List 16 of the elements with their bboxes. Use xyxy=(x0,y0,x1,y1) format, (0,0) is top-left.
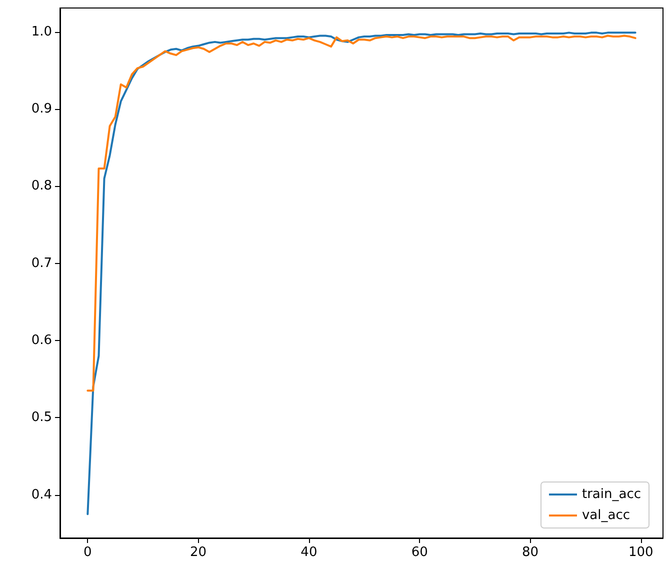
legend-label: train_acc xyxy=(582,487,642,502)
x-tick-label: 20 xyxy=(190,545,207,560)
x-tick-label: 100 xyxy=(628,545,654,560)
y-tick-label: 0.5 xyxy=(31,410,52,426)
y-tick-label: 1.0 xyxy=(31,24,52,40)
legend-label: val_acc xyxy=(582,508,630,523)
y-tick-label: 0.4 xyxy=(31,487,52,502)
x-tick-label: 0 xyxy=(84,545,92,560)
y-tick-label: 0.8 xyxy=(31,178,52,194)
y-tick-label: 0.9 xyxy=(31,102,52,117)
x-tick-label: 60 xyxy=(411,545,428,560)
y-tick-label: 0.6 xyxy=(31,333,52,348)
x-tick-label: 80 xyxy=(522,545,539,560)
line-series xyxy=(86,34,636,392)
y-tick-label: 0.7 xyxy=(31,256,52,271)
x-tick-label: 40 xyxy=(300,545,318,560)
